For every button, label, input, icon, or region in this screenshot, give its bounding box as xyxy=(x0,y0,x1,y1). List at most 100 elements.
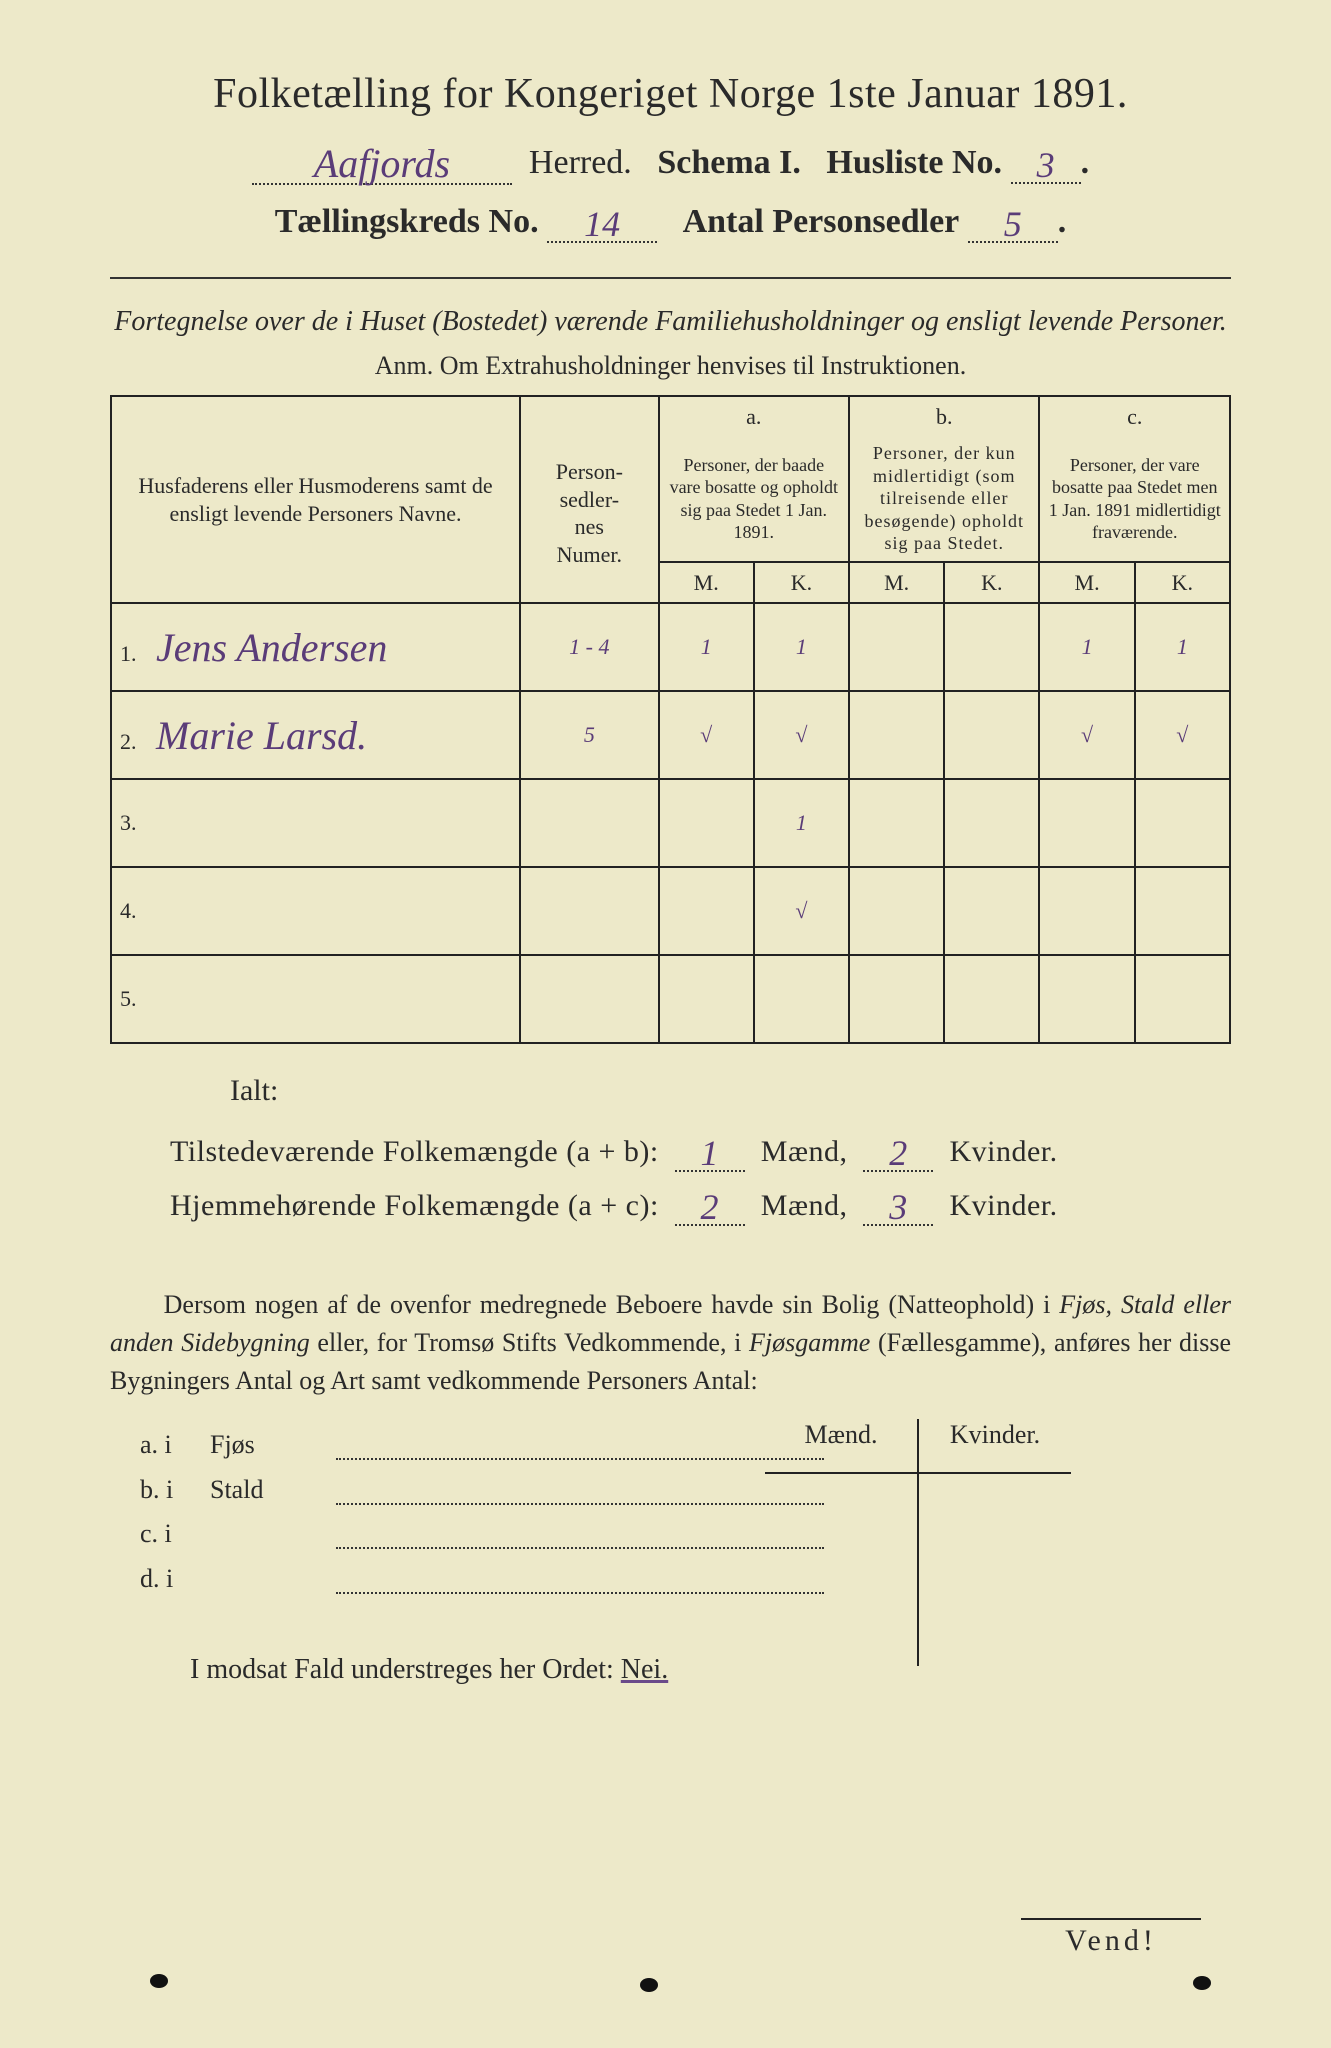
row-a-k: √ xyxy=(754,867,849,955)
sublist-label: Fjøs xyxy=(210,1430,330,1460)
husliste-value: 3 xyxy=(1037,145,1055,185)
row-b-m xyxy=(849,691,944,779)
hjemme-k: 3 xyxy=(889,1187,908,1227)
row-a-k: √ xyxy=(754,691,849,779)
sublist-row: d. i xyxy=(140,1563,830,1594)
row-a-m: √ xyxy=(659,691,754,779)
row-a-m xyxy=(659,779,754,867)
row-c-k: √ xyxy=(1135,691,1230,779)
row-a-k: 1 xyxy=(754,603,849,691)
row-a-k: 1 xyxy=(754,779,849,867)
col-b-m: M. xyxy=(849,562,944,604)
row-b-m xyxy=(849,779,944,867)
nei-word: Nei. xyxy=(621,1654,668,1685)
col-a-m: M. xyxy=(659,562,754,604)
vend-label: Vend! xyxy=(1021,1918,1201,1958)
census-form-page: Folketælling for Kongeriget Norge 1ste J… xyxy=(0,0,1331,2048)
sublist-maend: Mænd. xyxy=(765,1419,918,1473)
row-b-k xyxy=(944,867,1039,955)
row-c-m xyxy=(1039,867,1134,955)
col-c-label: c. xyxy=(1039,396,1230,437)
row-c-k xyxy=(1135,867,1230,955)
row-b-m xyxy=(849,867,944,955)
row-num: 1 - 4 xyxy=(520,603,659,691)
row-c-m: 1 xyxy=(1039,603,1134,691)
col-a-k: K. xyxy=(754,562,849,604)
kreds-value: 14 xyxy=(584,204,620,244)
page-title: Folketælling for Kongeriget Norge 1ste J… xyxy=(110,70,1231,118)
punch-mark-center xyxy=(640,1978,658,1992)
sublist-row: b. iStald xyxy=(140,1474,830,1505)
tilstede-k: 2 xyxy=(889,1133,908,1173)
table-row: 2. Marie Larsd.5√√√√ xyxy=(111,691,1230,779)
row-num: 5 xyxy=(520,691,659,779)
table-row: 4. √ xyxy=(111,867,1230,955)
row-c-k xyxy=(1135,955,1230,1043)
sublist-lead: c. i xyxy=(140,1519,210,1549)
row-a-m: 1 xyxy=(659,603,754,691)
col-a-label: a. xyxy=(659,396,849,437)
col-name-header: Husfaderens eller Husmoderens samt de en… xyxy=(111,396,520,604)
husliste-label: Husliste No. xyxy=(826,144,1002,181)
ialt-label: Ialt: xyxy=(230,1074,1231,1108)
table-row: 3.1 xyxy=(111,779,1230,867)
col-c-m: M. xyxy=(1039,562,1134,604)
sublist-lead: b. i xyxy=(140,1475,210,1505)
sublist-dots xyxy=(336,1474,824,1505)
herred-label: Herred. xyxy=(529,144,632,181)
row-num xyxy=(520,955,659,1043)
modsat-line: I modsat Fald understreges her Ordet: Ne… xyxy=(190,1654,1231,1686)
header-line-3: Tællingskreds No. 14 Antal Personsedler … xyxy=(110,199,1231,243)
personsedler-label: Antal Personsedler xyxy=(683,203,960,240)
sublist-row: a. iFjøs xyxy=(140,1429,830,1460)
sublist-kvinder: Kvinder. xyxy=(918,1419,1071,1473)
row-name: 3. xyxy=(111,779,520,867)
row-c-m xyxy=(1039,955,1134,1043)
totals-line-2: Hjemmehørende Folkemængde (a + c): 2 Mæn… xyxy=(170,1182,1231,1226)
mk-headers: Mænd. Kvinder. xyxy=(765,1419,1071,1666)
row-b-m xyxy=(849,603,944,691)
col-a-header: Personer, der baade vare bosatte og opho… xyxy=(659,436,849,562)
col-b-k: K. xyxy=(944,562,1039,604)
row-num xyxy=(520,867,659,955)
row-name: 5. xyxy=(111,955,520,1043)
row-a-m xyxy=(659,867,754,955)
col-c-k: K. xyxy=(1135,562,1230,604)
census-table: Husfaderens eller Husmoderens samt de en… xyxy=(110,395,1231,1045)
col-c-header: Personer, der vare bosatte paa Stedet me… xyxy=(1039,436,1230,562)
sublist-block: Mænd. Kvinder. a. iFjøsb. iStaldc. id. i xyxy=(110,1429,1231,1593)
row-name: 2. Marie Larsd. xyxy=(111,691,520,779)
totals-line-1: Tilstedeværende Folkemængde (a + b): 1 M… xyxy=(170,1128,1231,1172)
col-num-header: Person- sedler- nes Numer. xyxy=(520,396,659,604)
row-c-k xyxy=(1135,779,1230,867)
table-row: 1. Jens Andersen1 - 41111 xyxy=(111,603,1230,691)
sublist-lead: d. i xyxy=(140,1564,210,1594)
row-c-k: 1 xyxy=(1135,603,1230,691)
kreds-label: Tællingskreds No. xyxy=(275,203,539,240)
hjemme-m: 2 xyxy=(701,1187,720,1227)
row-b-m xyxy=(849,955,944,1043)
subtitle: Fortegnelse over de i Huset (Bostedet) v… xyxy=(110,303,1231,341)
col-b-label: b. xyxy=(849,396,1039,437)
row-name: 4. xyxy=(111,867,520,955)
row-c-m: √ xyxy=(1039,691,1134,779)
herred-value: Aafjords xyxy=(314,141,450,186)
punch-mark-right xyxy=(1193,1976,1211,1990)
schema-label: Schema I. xyxy=(657,144,801,181)
personsedler-value: 5 xyxy=(1004,204,1022,244)
sublist-dots xyxy=(336,1429,824,1460)
row-num xyxy=(520,779,659,867)
sublist-row: c. i xyxy=(140,1519,830,1550)
row-a-m xyxy=(659,955,754,1043)
tilstede-m: 1 xyxy=(701,1133,720,1173)
col-b-header: Personer, der kun midlertidigt (som tilr… xyxy=(849,436,1039,562)
anm-note: Anm. Om Extrahusholdninger henvises til … xyxy=(110,351,1231,381)
sublist-dots xyxy=(336,1563,824,1594)
row-name: 1. Jens Andersen xyxy=(111,603,520,691)
row-b-k xyxy=(944,955,1039,1043)
divider-top xyxy=(110,277,1231,279)
row-b-k xyxy=(944,779,1039,867)
punch-mark-left xyxy=(150,1974,168,1988)
sublist-label: Stald xyxy=(210,1475,330,1505)
header-line-2: Aafjords Herred. Schema I. Husliste No. … xyxy=(110,136,1231,185)
